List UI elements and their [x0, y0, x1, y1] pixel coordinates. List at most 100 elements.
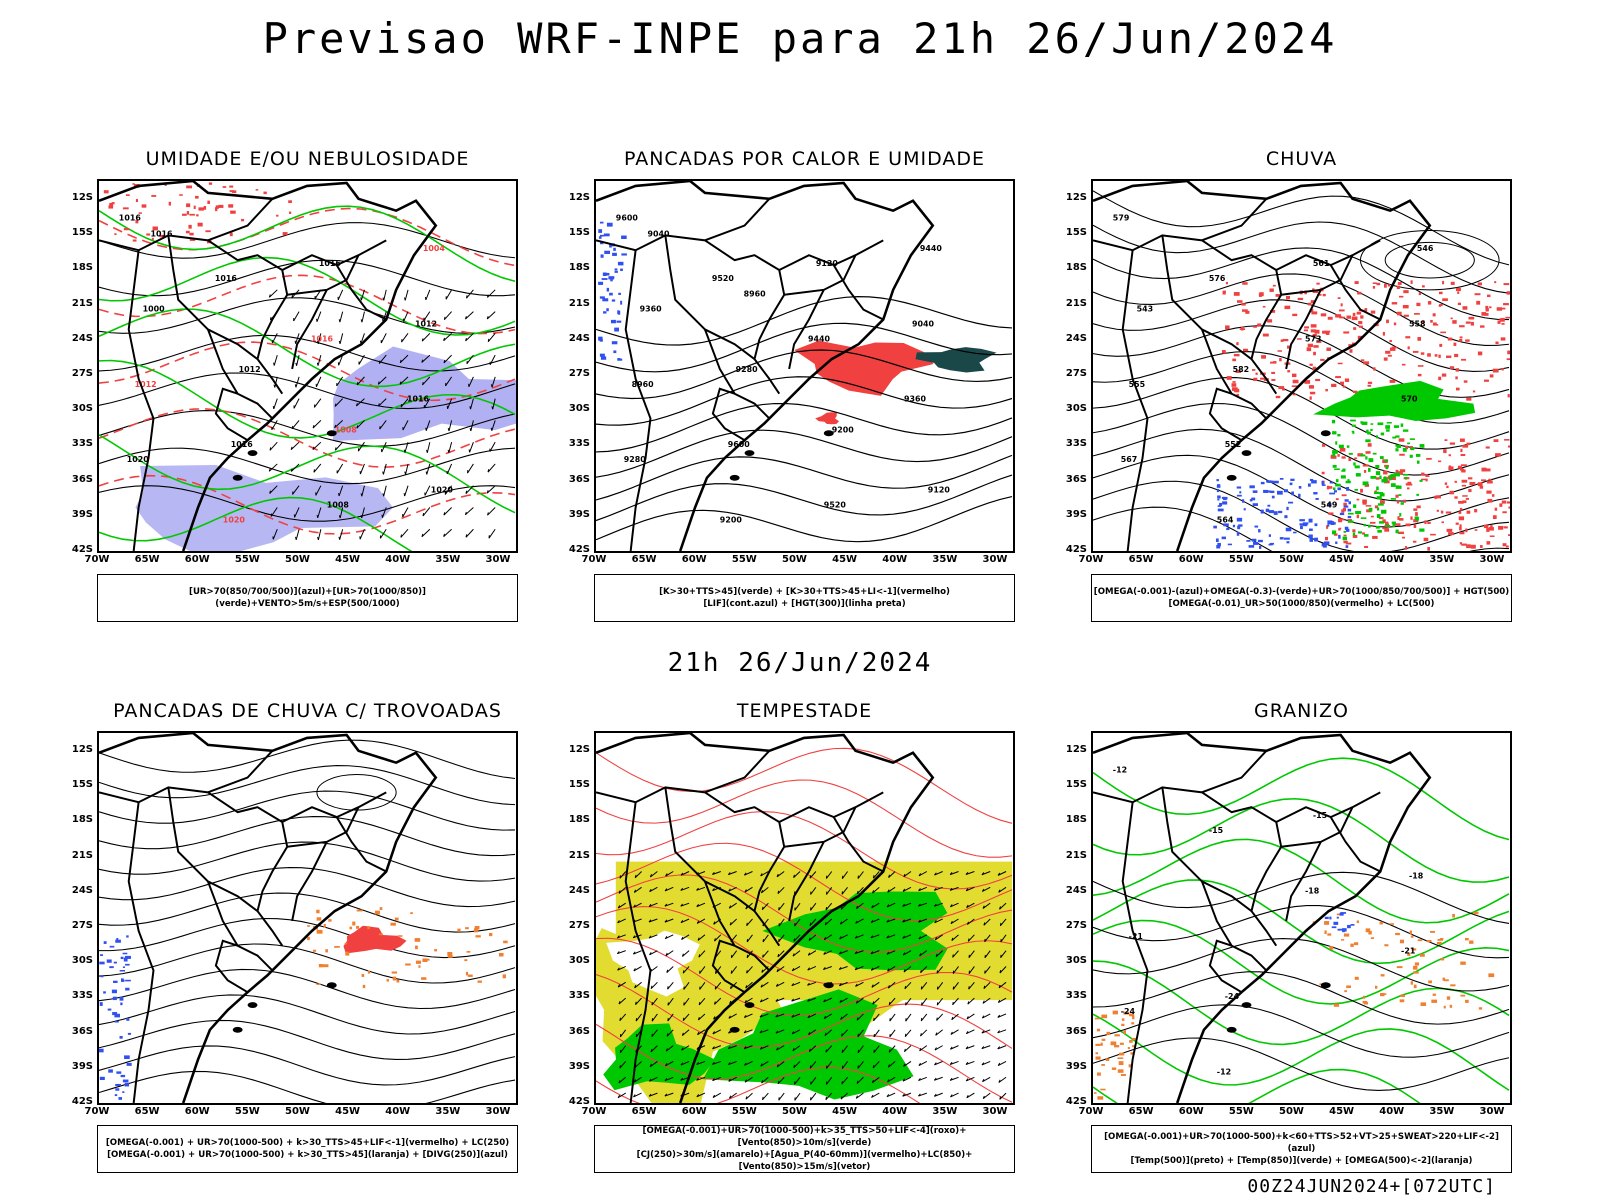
- map-pancadas-trovoadas[interactable]: [97, 731, 518, 1105]
- map-canvas: 579 576 573 570 567 564 561 558 555 552 549 546 543 5…: [1093, 181, 1510, 551]
- legend-chuva: [OMEGA(-0.001)-(azul)+OMEGA(-0.3)-(verde…: [1091, 574, 1512, 622]
- lat-tick-label: 33S: [71, 990, 93, 1002]
- lat-tick-label: 42S: [1065, 1096, 1087, 1107]
- lon-tick-label: 40W: [1379, 1106, 1405, 1117]
- lon-tick-label: 65W: [1128, 1106, 1154, 1117]
- contour-label: -18: [1305, 886, 1320, 895]
- legend-line: [K>30+TTS>45](verde) + [K>30+TTS>45+LI<-…: [659, 587, 950, 597]
- lat-tick-label: 24S: [1065, 884, 1087, 896]
- panel-title-pancadas-trovoadas: PANCADAS DE CHUVA C/ TROVOADAS: [113, 700, 502, 722]
- contour-label: 9600: [616, 214, 639, 223]
- lat-tick-label: 12S: [1065, 192, 1087, 203]
- lon-tick-label: 40W: [385, 554, 411, 565]
- map-canvas: [99, 733, 516, 1103]
- lat-tick-label: 39S: [568, 1060, 590, 1072]
- contour-label: 9200: [720, 515, 743, 524]
- lon-tick-label: 50W: [285, 554, 310, 565]
- lon-tick-label: 70W: [84, 1106, 110, 1117]
- lon-tick-label: 30W: [1479, 554, 1505, 565]
- contour-label: 8960: [632, 380, 655, 389]
- lat-tick-label: 15S: [568, 227, 590, 239]
- lon-tick-label: 50W: [1279, 1106, 1304, 1117]
- lon-tick-label: 45W: [1329, 1106, 1355, 1117]
- legend-line: [OMEGA(-0.01)_UR>50(1000/850)(vermelho) …: [1168, 599, 1435, 609]
- lon-tick-label: 40W: [882, 1106, 908, 1117]
- panel-title-granizo: GRANIZO: [1254, 700, 1349, 722]
- lat-tick-label: 39S: [568, 508, 590, 520]
- legend-line: [OMEGA(-0.001)+UR>70(1000-500)+k>35_TTS>…: [642, 1126, 967, 1148]
- lon-tick-label: 45W: [832, 554, 858, 565]
- lat-tick-label: 39S: [1065, 1060, 1087, 1072]
- lat-tick-label: 12S: [71, 192, 93, 203]
- lat-tick-label: 27S: [1065, 368, 1087, 379]
- legend-line: [UR>70(850/700/500)](azul)+[UR>70(1000/8…: [189, 587, 426, 609]
- contour-label: 9040: [648, 229, 671, 238]
- lat-tick-label: 21S: [71, 849, 93, 861]
- map-umidade[interactable]: 1016 1016 1016 1016 1020 1020 1016 1012 1012 1016…: [97, 179, 518, 553]
- contour-label: -18: [1409, 871, 1424, 880]
- contour-label: 9360: [904, 395, 927, 404]
- lat-tick-label: 30S: [1065, 403, 1087, 415]
- lon-tick-label: 70W: [84, 554, 110, 565]
- lat-tick-label: 39S: [1065, 508, 1087, 520]
- lon-tick-label: 35W: [435, 554, 461, 565]
- lon-tick-label: 30W: [485, 554, 511, 565]
- lat-tick-label: 36S: [71, 473, 93, 485]
- lon-tick-label: 30W: [485, 1106, 511, 1117]
- panel-title-umidade: UMIDADE E/OU NEBULOSIDADE: [145, 148, 470, 170]
- lon-tick-label: 40W: [385, 1106, 411, 1117]
- lat-tick-label: 21S: [1065, 849, 1087, 861]
- lat-tick-label: 30S: [1065, 955, 1087, 967]
- map-tempestade[interactable]: [594, 731, 1015, 1105]
- lat-tick-label: 15S: [568, 779, 590, 791]
- contour-label: -12: [1113, 766, 1127, 775]
- contour-label: 9520: [824, 500, 847, 509]
- lon-tick-label: 70W: [581, 554, 607, 565]
- legend-line: [Temp(500)](preto) + [Temp(850)](verde) …: [1130, 1156, 1473, 1166]
- panel-title-chuva: CHUVA: [1265, 148, 1338, 170]
- lon-tick-label: 60W: [184, 1106, 210, 1117]
- lat-tick-label: 42S: [71, 544, 93, 555]
- lon-tick-label: 60W: [184, 554, 210, 565]
- run-footer: 00Z24JUN2024+[072UTC]: [1247, 1176, 1496, 1197]
- lon-tick-label: 45W: [335, 554, 361, 565]
- lat-tick-label: 33S: [568, 438, 590, 450]
- lon-tick-label: 55W: [1228, 554, 1254, 565]
- contour-label: -24: [1121, 1007, 1136, 1016]
- contour-label: 558: [1409, 319, 1426, 328]
- lon-tick-label: 60W: [681, 554, 707, 565]
- contour-label: 9120: [928, 486, 951, 495]
- contour-label: 561: [1313, 259, 1330, 268]
- lon-tick-label: 30W: [982, 554, 1008, 565]
- lat-tick-label: 15S: [71, 227, 93, 239]
- lon-tick-label: 70W: [1078, 554, 1104, 565]
- lat-tick-label: 12S: [71, 744, 93, 755]
- lon-tick-label: 50W: [1279, 554, 1304, 565]
- lat-tick-label: 27S: [568, 368, 590, 379]
- map-chuva[interactable]: 579 576 573 570 567 564 561 558 555 552 549 546 543 5…: [1091, 179, 1512, 553]
- contour-label: 1008: [335, 425, 358, 434]
- lat-tick-label: 39S: [71, 508, 93, 520]
- mid-date-label: 21h 26/Jun/2024: [667, 648, 933, 678]
- lat-tick-label: 15S: [1065, 227, 1087, 239]
- contour-label: 546: [1417, 244, 1434, 253]
- lon-tick-label: 40W: [882, 554, 908, 565]
- legend-line: [CJ(250)>30m/s](amarelo)+[Agua_P(40-60mm…: [636, 1150, 973, 1172]
- lat-tick-label: 36S: [71, 1025, 93, 1037]
- legend-line: [LIF](cont.azul) + [HGT(300)](linha pret…: [703, 599, 906, 609]
- map-canvas: -12 -15 -18 -21 -24 -12 -15 -18 -21 -24: [1093, 733, 1510, 1103]
- map-pancadas-calor[interactable]: 9600 9520 9440 9360 9280 9200 9120 9040 8960 9600…: [594, 179, 1015, 553]
- lat-tick-label: 30S: [71, 403, 93, 415]
- lon-tick-label: 30W: [982, 1106, 1008, 1117]
- contour-label: -15: [1209, 826, 1223, 835]
- lat-tick-label: 30S: [568, 955, 590, 967]
- lon-tick-label: 70W: [1078, 1106, 1104, 1117]
- lon-tick-label: 50W: [285, 1106, 310, 1117]
- contour-label: 1012: [135, 380, 157, 389]
- contour-label: 552: [1225, 440, 1242, 449]
- map-granizo[interactable]: -12 -15 -18 -21 -24 -12 -15 -18 -21 -24: [1091, 731, 1512, 1105]
- lat-tick-label: 27S: [71, 920, 93, 931]
- lon-tick-label: 65W: [134, 554, 160, 565]
- contour-label: 1012: [415, 319, 437, 328]
- contour-label: 8960: [744, 290, 767, 299]
